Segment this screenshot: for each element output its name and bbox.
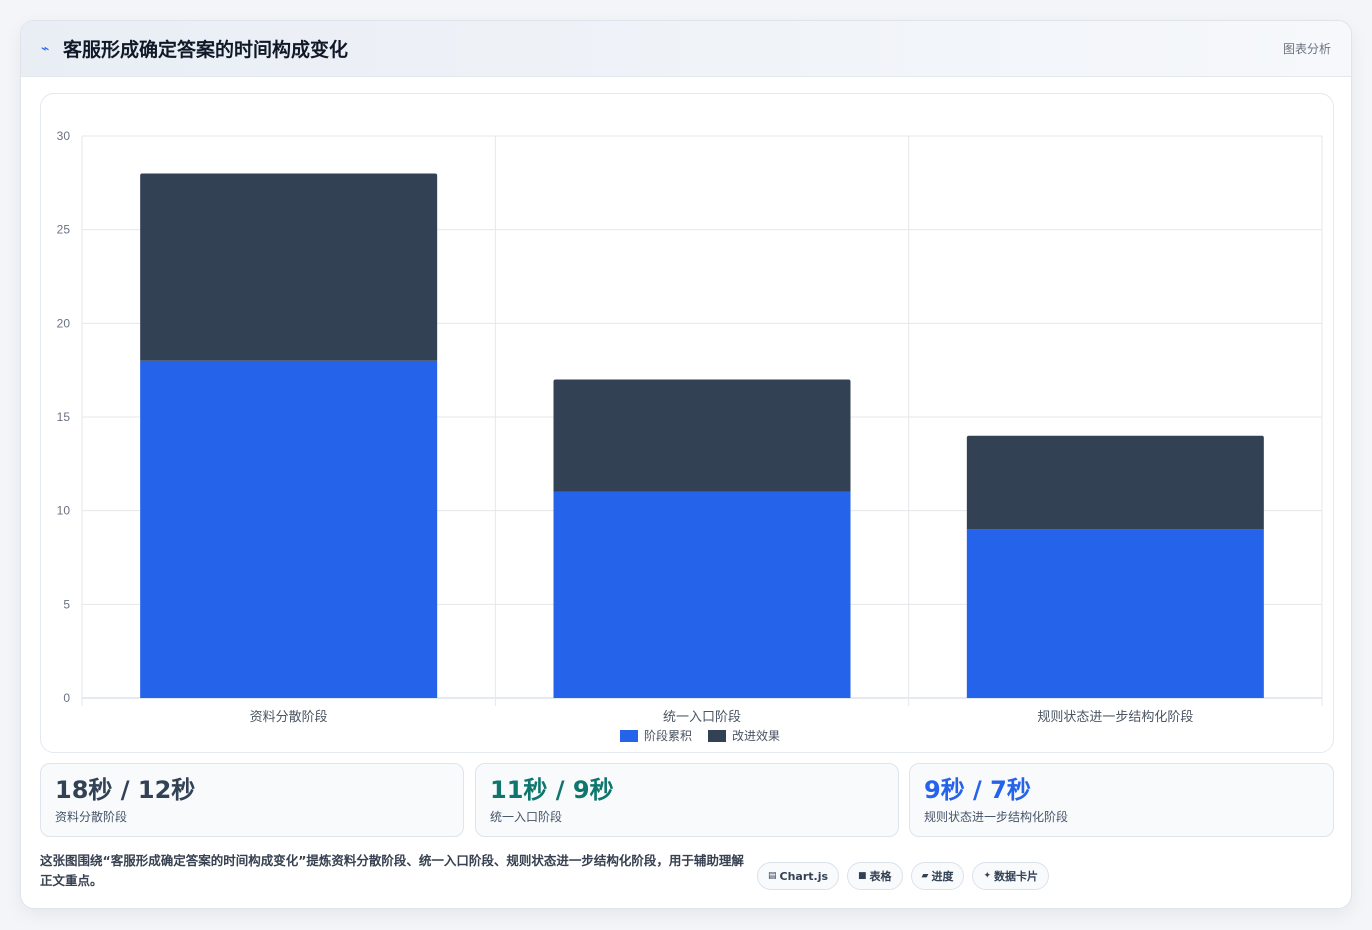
pulse-icon: ⌁ [41, 40, 50, 57]
bar-segment [140, 173, 438, 361]
y-tick-label: 0 [63, 691, 70, 705]
chart-icon: ▤ [768, 871, 777, 881]
bar-segment [966, 435, 1264, 530]
legend-label: 改进效果 [732, 728, 780, 743]
chart-card: ⌁ 客服形成确定答案的时间构成变化 图表分析 0 5 10 15 20 25 30 资料分散阶… [20, 20, 1352, 909]
bar-segment [553, 379, 851, 492]
stat-value: 18秒 / 12秒 [55, 776, 196, 804]
x-tick-label: 统一入口阶段 [663, 709, 741, 724]
x-tick-label: 资料分散阶段 [250, 709, 328, 724]
table-icon: ■ [858, 871, 867, 881]
legend-swatch [620, 730, 638, 742]
stat-value: 9秒 / 7秒 [924, 776, 1031, 804]
chip-table[interactable]: ■ 表格 [847, 862, 903, 890]
progress-icon: ▰ [921, 871, 929, 881]
legend-label: 阶段累积 [644, 728, 692, 743]
stat-card-1: 18秒 / 12秒 资料分散阶段 [40, 763, 464, 837]
chip-label: Chart.js [779, 869, 829, 883]
legend-swatch [708, 730, 726, 742]
chart-note: 这张图围绕“客服形成确定答案的时间构成变化”提炼资料分散阶段、统一入口阶段、规则… [40, 853, 744, 888]
y-tick-label: 20 [57, 316, 71, 330]
stat-card-3: 9秒 / 7秒 规则状态进一步结构化阶段 [909, 763, 1334, 837]
chip-data-card[interactable]: ✦ 数据卡片 [972, 862, 1050, 890]
chart-panel: 0 5 10 15 20 25 30 资料分散阶段 统一入口阶段 规则状态进一步结构化阶段阶段累积… [40, 93, 1334, 753]
sparkle-icon: ✦ [983, 871, 992, 881]
chip-label: 表格 [869, 870, 892, 883]
chip-label: 进度 [931, 870, 954, 883]
card-title: 客服形成确定答案的时间构成变化 [63, 39, 349, 61]
chip-chartjs[interactable]: ▤ Chart.js [757, 862, 840, 890]
bar-segment [140, 360, 438, 698]
chip-label: 数据卡片 [994, 870, 1039, 883]
y-tick-label: 10 [57, 504, 71, 518]
stat-label: 统一入口阶段 [490, 810, 563, 824]
chip-progress[interactable]: ▰ 进度 [910, 862, 965, 890]
y-tick-label: 15 [57, 410, 71, 424]
bar-segment [966, 529, 1264, 698]
y-tick-label: 25 [57, 223, 71, 237]
stat-card-2: 11秒 / 9秒 统一入口阶段 [475, 763, 899, 837]
y-tick-label: 5 [63, 597, 70, 611]
x-tick-label: 规则状态进一步结构化阶段 [1037, 709, 1193, 724]
stacked-bar-chart: 0 5 10 15 20 25 30 资料分散阶段 统一入口阶段 规则状态进一步结构化阶段阶段累积… [57, 129, 1323, 743]
stat-label: 规则状态进一步结构化阶段 [924, 810, 1069, 824]
y-tick-label: 30 [57, 129, 71, 143]
stat-value: 11秒 / 9秒 [490, 776, 614, 804]
chip-list: ▤ Chart.js ■ 表格 ▰ 进度 ✦ 数据卡片 [757, 862, 1050, 890]
header-tag: 图表分析 [1282, 42, 1331, 56]
bar-segment [553, 491, 851, 698]
stat-label: 资料分散阶段 [55, 810, 128, 824]
card-header: ⌁ 客服形成确定答案的时间构成变化 图表分析 [21, 21, 1351, 77]
